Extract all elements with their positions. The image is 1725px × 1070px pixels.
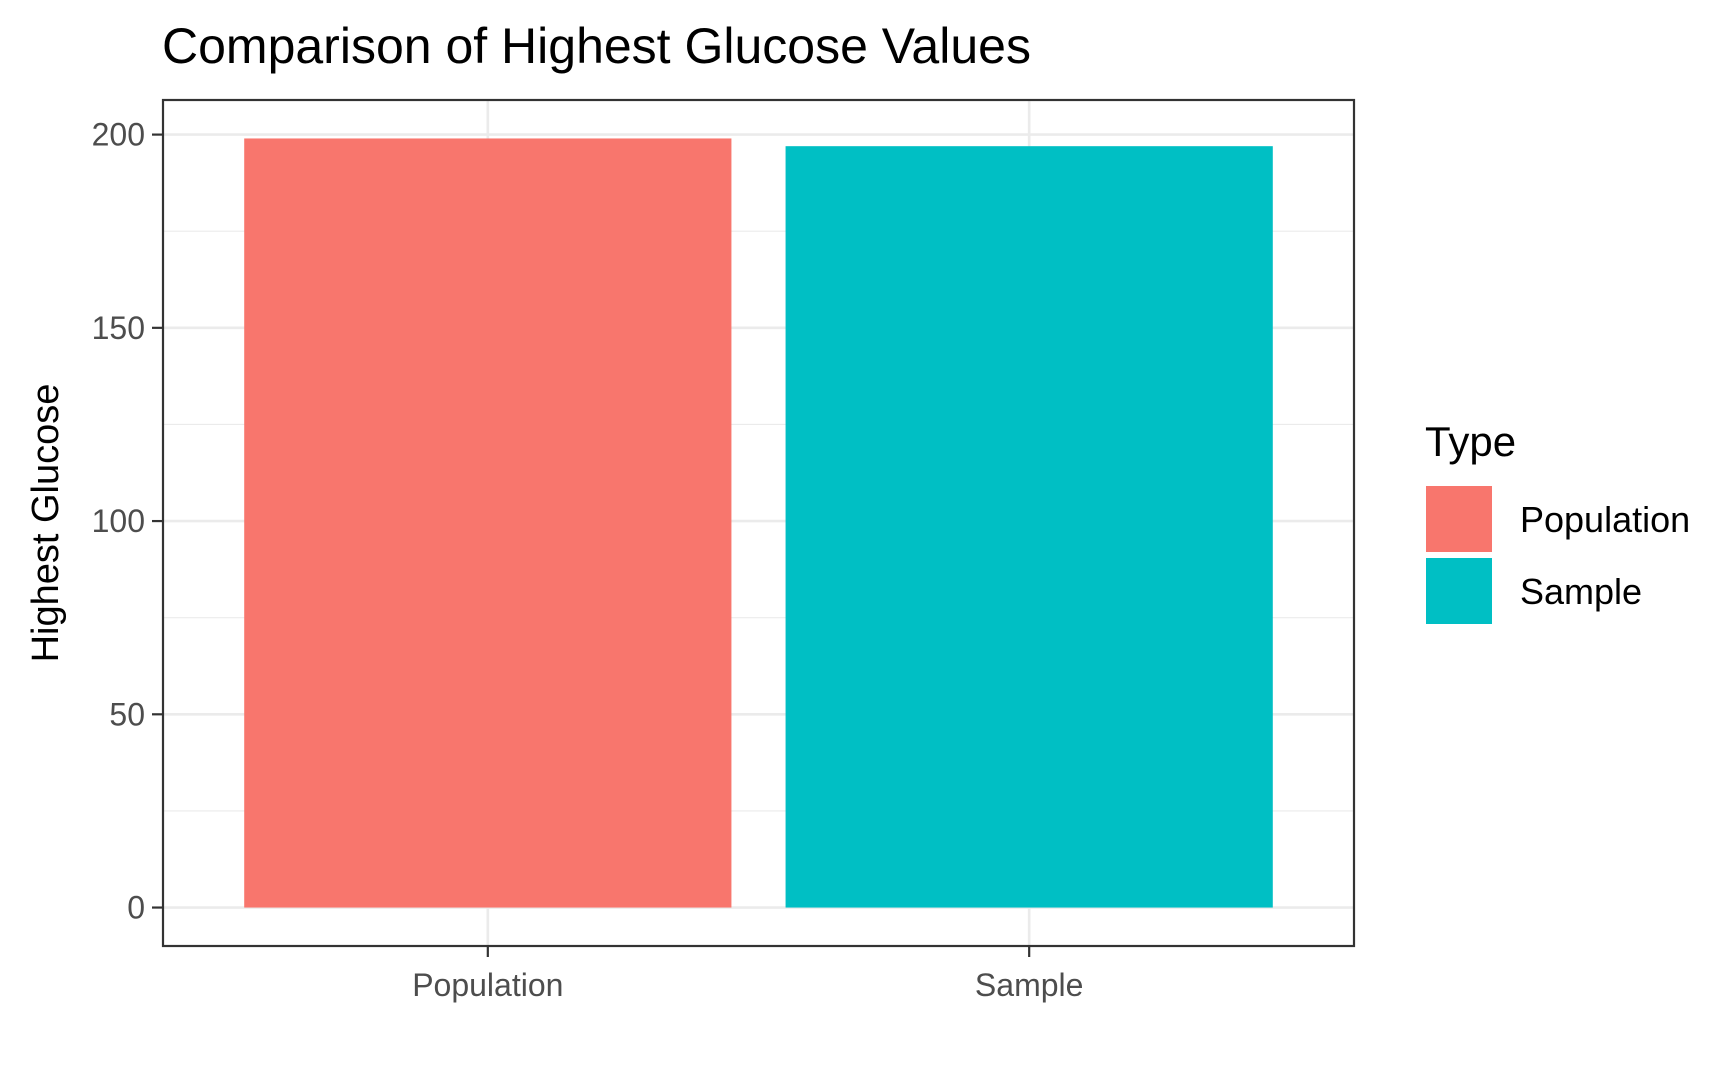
bar-population (244, 138, 732, 908)
chart-title: Comparison of Highest Glucose Values (162, 18, 1031, 74)
legend-key-population (1426, 486, 1492, 552)
y-axis: 0 50 100 150 200 (92, 117, 163, 926)
plot-panel-border (161, 98, 1356, 948)
legend-title: Type (1425, 418, 1516, 465)
x-tick-label: Sample (975, 967, 1084, 1003)
legend-key-sample (1426, 558, 1492, 624)
legend: Type Population Sample (1425, 418, 1690, 624)
bars (244, 138, 1273, 908)
legend-label: Population (1520, 499, 1690, 540)
x-axis: Population Sample (412, 946, 1083, 1003)
y-tick-label: 150 (92, 310, 145, 346)
y-axis-title: Highest Glucose (25, 384, 67, 663)
y-tick-label: 200 (92, 117, 145, 153)
y-tick-label: 50 (109, 696, 145, 732)
y-tick-label: 100 (92, 503, 145, 539)
legend-label: Sample (1520, 571, 1642, 612)
y-tick-label: 0 (127, 890, 145, 926)
x-tick-label: Population (412, 967, 563, 1003)
bar-sample (785, 146, 1273, 908)
